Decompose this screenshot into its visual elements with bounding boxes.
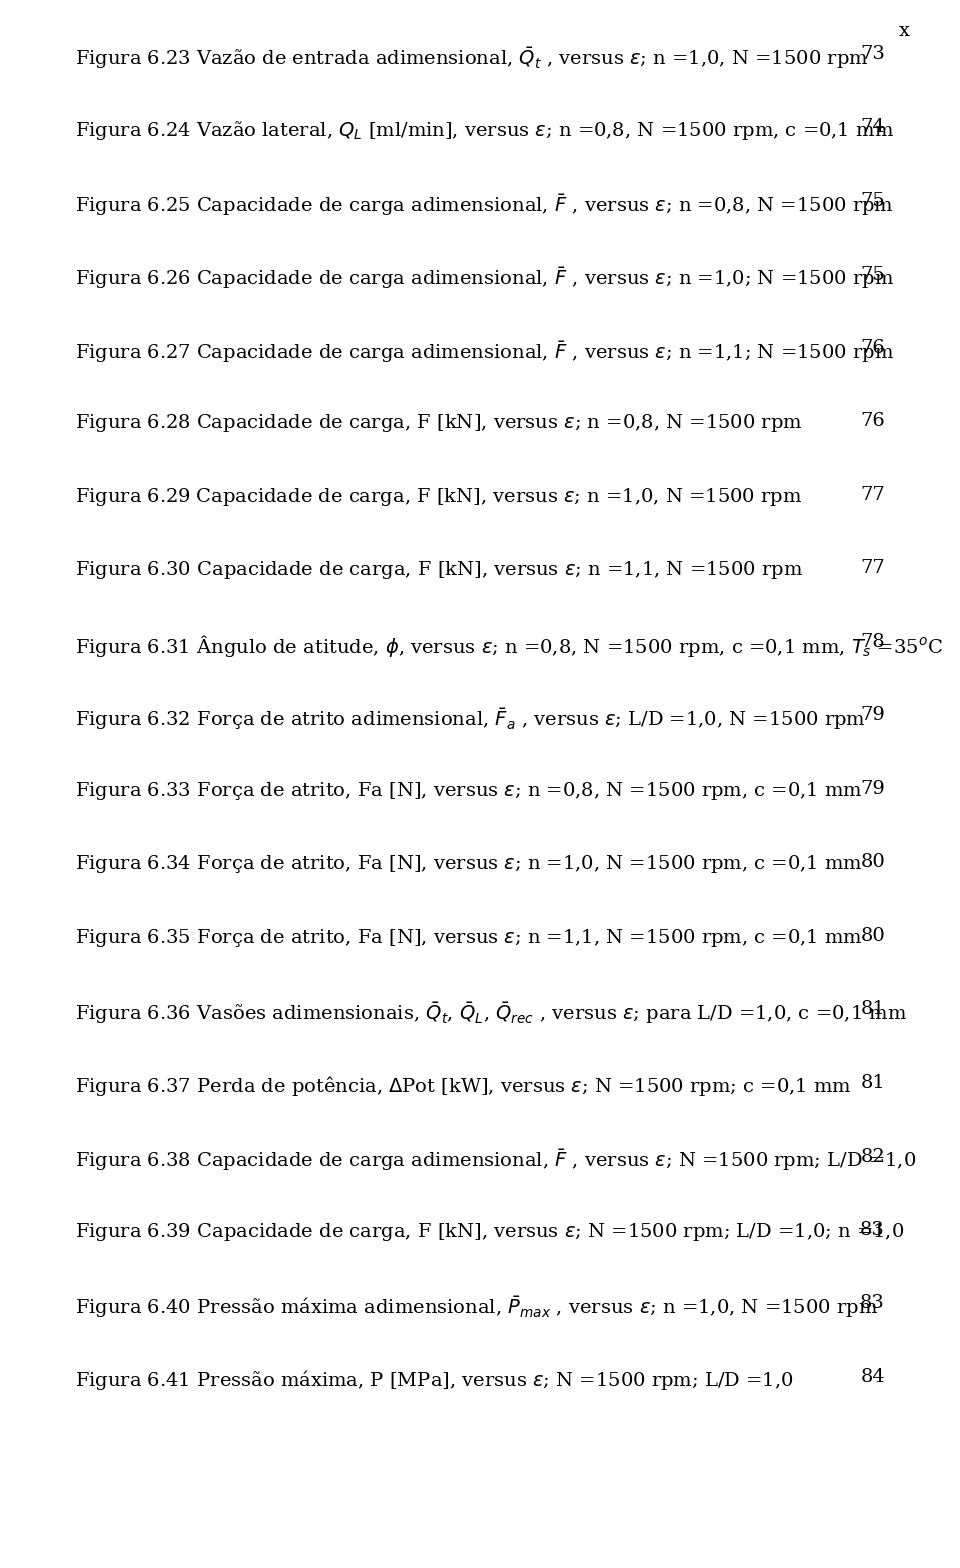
Text: Figura 6.23 Vazão de entrada adimensional, $\bar{Q}_t$ , versus $\varepsilon$; n: Figura 6.23 Vazão de entrada adimensiona… — [75, 45, 869, 71]
Text: Figura 6.27 Capacidade de carga adimensional, $\bar{F}$ , versus $\varepsilon$; : Figura 6.27 Capacidade de carga adimensi… — [75, 339, 894, 365]
Text: Figura 6.39 Capacidade de carga, F [kN], versus $\varepsilon$; N =1500 rpm; L/D : Figura 6.39 Capacidade de carga, F [kN],… — [75, 1221, 904, 1243]
Text: Figura 6.28 Capacidade de carga, F [kN], versus $\varepsilon$; n =0,8, N =1500 r: Figura 6.28 Capacidade de carga, F [kN],… — [75, 412, 803, 434]
Text: 75: 75 — [860, 265, 885, 284]
Text: 80: 80 — [860, 853, 885, 872]
Text: 81: 81 — [860, 1074, 885, 1091]
Text: 76: 76 — [860, 412, 885, 431]
Text: Figura 6.30 Capacidade de carga, F [kN], versus $\varepsilon$; n =1,1, N =1500 r: Figura 6.30 Capacidade de carga, F [kN],… — [75, 560, 804, 582]
Text: Figura 6.29 Capacidade de carga, F [kN], versus $\varepsilon$; n =1,0, N =1500 r: Figura 6.29 Capacidade de carga, F [kN],… — [75, 486, 803, 508]
Text: 77: 77 — [860, 560, 885, 577]
Text: 81: 81 — [860, 1000, 885, 1019]
Text: 77: 77 — [860, 486, 885, 503]
Text: 76: 76 — [860, 339, 885, 358]
Text: Figura 6.25 Capacidade de carga adimensional, $\bar{F}$ , versus $\varepsilon$; : Figura 6.25 Capacidade de carga adimensi… — [75, 191, 894, 218]
Text: 75: 75 — [860, 191, 885, 210]
Text: Figura 6.37 Perda de potência, $\Delta$Pot [kW], versus $\varepsilon$; N =1500 r: Figura 6.37 Perda de potência, $\Delta$P… — [75, 1074, 852, 1098]
Text: 74: 74 — [860, 119, 885, 136]
Text: Figura 6.41 Pressão máxima, P [MPa], versus $\varepsilon$; N =1500 rpm; L/D =1,0: Figura 6.41 Pressão máxima, P [MPa], ver… — [75, 1367, 794, 1392]
Text: 83: 83 — [860, 1221, 885, 1239]
Text: 73: 73 — [860, 45, 885, 63]
Text: 79: 79 — [860, 779, 885, 798]
Text: Figura 6.38 Capacidade de carga adimensional, $\bar{F}$ , versus $\varepsilon$; : Figura 6.38 Capacidade de carga adimensi… — [75, 1148, 916, 1173]
Text: 83: 83 — [860, 1295, 885, 1312]
Text: Figura 6.26 Capacidade de carga adimensional, $\bar{F}$ , versus $\varepsilon$; : Figura 6.26 Capacidade de carga adimensi… — [75, 265, 894, 292]
Text: Figura 6.40 Pressão máxima adimensional, $\bar{P}_{max}$ , versus $\varepsilon$;: Figura 6.40 Pressão máxima adimensional,… — [75, 1295, 878, 1320]
Text: 82: 82 — [860, 1148, 885, 1165]
Text: Figura 6.34 Força de atrito, Fa [N], versus $\varepsilon$; n =1,0, N =1500 rpm, : Figura 6.34 Força de atrito, Fa [N], ver… — [75, 853, 863, 875]
Text: Figura 6.35 Força de atrito, Fa [N], versus $\varepsilon$; n =1,1, N =1500 rpm, : Figura 6.35 Força de atrito, Fa [N], ver… — [75, 927, 863, 949]
Text: Figura 6.24 Vazão lateral, $Q_L$ [ml/min], versus $\varepsilon$; n =0,8, N =1500: Figura 6.24 Vazão lateral, $Q_L$ [ml/min… — [75, 119, 894, 141]
Text: 78: 78 — [860, 633, 885, 651]
Text: 79: 79 — [860, 707, 885, 724]
Text: Figura 6.31 Ângulo de atitude, $\phi$, versus $\varepsilon$; n =0,8, N =1500 rpm: Figura 6.31 Ângulo de atitude, $\phi$, v… — [75, 633, 943, 659]
Text: Figura 6.33 Força de atrito, Fa [N], versus $\varepsilon$; n =0,8, N =1500 rpm, : Figura 6.33 Força de atrito, Fa [N], ver… — [75, 779, 863, 801]
Text: Figura 6.36 Vasões adimensionais, $\bar{Q}_t$, $\bar{Q}_L$, $\bar{Q}_{rec}$ , ve: Figura 6.36 Vasões adimensionais, $\bar{… — [75, 1000, 907, 1027]
Text: Figura 6.32 Força de atrito adimensional, $\bar{F}_a$ , versus $\varepsilon$; L/: Figura 6.32 Força de atrito adimensional… — [75, 707, 866, 732]
Text: x: x — [899, 22, 910, 41]
Text: 80: 80 — [860, 927, 885, 946]
Text: 84: 84 — [860, 1367, 885, 1386]
